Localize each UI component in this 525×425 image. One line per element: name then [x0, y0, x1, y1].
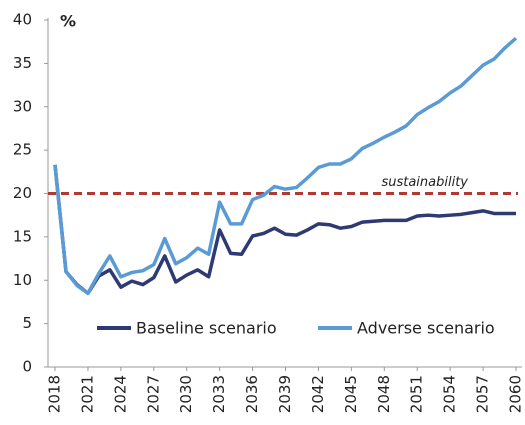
x-tick-label: 2048 — [375, 375, 393, 413]
reference-label: sustainability — [381, 175, 468, 190]
x-tick-label: 2027 — [144, 375, 162, 413]
y-axis-label: % — [60, 12, 76, 31]
series-line — [53, 164, 516, 296]
x-tick-label: 2039 — [276, 375, 294, 413]
series-line — [53, 36, 518, 296]
x-tick-label: 2036 — [243, 375, 261, 413]
y-tick-label: 40 — [13, 11, 32, 29]
x-tick-label: 2057 — [474, 375, 492, 413]
x-tick-label: 2033 — [210, 375, 228, 413]
x-tick-label: 2054 — [441, 375, 459, 413]
y-tick-label: 30 — [13, 97, 32, 115]
y-tick-label: 15 — [13, 227, 32, 245]
legend-label: Baseline scenario — [136, 319, 277, 338]
y-tick-label: 5 — [22, 314, 32, 332]
y-tick-label: 10 — [13, 271, 32, 289]
x-tick-label: 2045 — [342, 375, 360, 413]
x-tick-label: 2060 — [507, 375, 525, 413]
y-tick-label: 20 — [13, 184, 32, 202]
x-tick-label: 2024 — [111, 375, 129, 413]
x-tick-label: 2021 — [78, 375, 96, 413]
x-tick-label: 2042 — [309, 375, 327, 413]
y-tick-label: 35 — [13, 54, 32, 72]
y-tick-label: 0 — [22, 358, 32, 376]
x-tick-label: 2030 — [177, 375, 195, 413]
legend-label: Adverse scenario — [357, 319, 495, 338]
x-tick-label: 2018 — [46, 375, 64, 413]
y-tick-label: 25 — [13, 141, 32, 159]
x-tick-label: 2051 — [408, 375, 426, 413]
